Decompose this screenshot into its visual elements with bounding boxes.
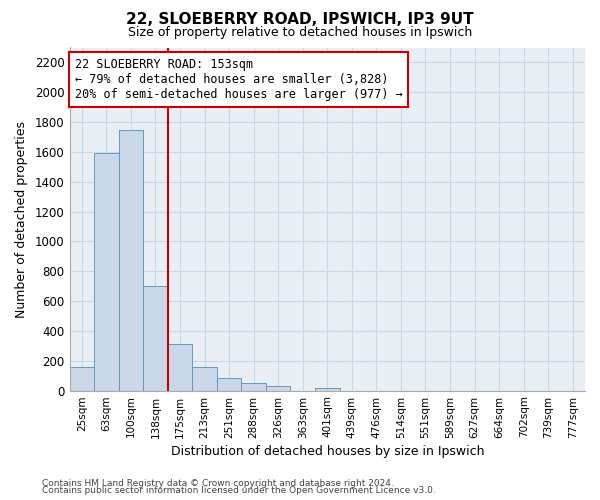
Text: Contains public sector information licensed under the Open Government Licence v3: Contains public sector information licen… <box>42 486 436 495</box>
Bar <box>217 378 241 390</box>
Text: Contains HM Land Registry data © Crown copyright and database right 2024.: Contains HM Land Registry data © Crown c… <box>42 478 394 488</box>
Text: 22 SLOEBERRY ROAD: 153sqm
← 79% of detached houses are smaller (3,828)
20% of se: 22 SLOEBERRY ROAD: 153sqm ← 79% of detac… <box>75 58 403 101</box>
Bar <box>143 286 168 391</box>
Bar <box>266 386 290 390</box>
Text: Size of property relative to detached houses in Ipswich: Size of property relative to detached ho… <box>128 26 472 39</box>
Bar <box>94 154 119 390</box>
Y-axis label: Number of detached properties: Number of detached properties <box>15 120 28 318</box>
Bar <box>119 130 143 390</box>
Bar <box>241 383 266 390</box>
Bar <box>168 344 192 390</box>
Bar <box>192 368 217 390</box>
Bar <box>70 366 94 390</box>
X-axis label: Distribution of detached houses by size in Ipswich: Distribution of detached houses by size … <box>170 444 484 458</box>
Text: 22, SLOEBERRY ROAD, IPSWICH, IP3 9UT: 22, SLOEBERRY ROAD, IPSWICH, IP3 9UT <box>126 12 474 28</box>
Bar <box>315 388 340 390</box>
